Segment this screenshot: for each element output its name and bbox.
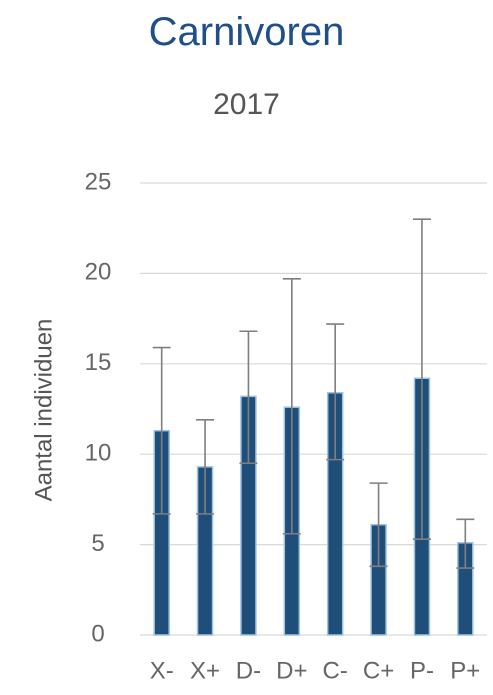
y-tick-label: 10 bbox=[85, 440, 112, 467]
x-axis-ticks: X- X+ D- D+ C- C+ P- P+ bbox=[150, 657, 481, 684]
gridlines bbox=[140, 182, 487, 636]
error-bar bbox=[282, 278, 301, 535]
error-bar bbox=[369, 482, 388, 568]
x-tick-label: P- bbox=[410, 657, 434, 684]
x-tick-label: P+ bbox=[450, 657, 480, 684]
y-axis-ticks: 0 5 10 15 20 25 bbox=[85, 168, 112, 647]
error-bar bbox=[456, 518, 475, 569]
x-tick-label: D- bbox=[236, 657, 261, 684]
x-tick-label: D+ bbox=[276, 657, 307, 684]
y-tick-label: 25 bbox=[85, 168, 112, 195]
y-tick-label: 15 bbox=[85, 349, 112, 376]
error-bar bbox=[196, 419, 215, 515]
x-tick-label: C+ bbox=[363, 657, 394, 684]
error-bars bbox=[152, 218, 475, 569]
error-bar bbox=[326, 323, 345, 461]
x-tick-label: X+ bbox=[190, 657, 220, 684]
error-bar bbox=[152, 346, 171, 515]
x-tick-label: C- bbox=[323, 657, 348, 684]
x-tick-label: X- bbox=[150, 657, 174, 684]
y-tick-label: 5 bbox=[91, 530, 104, 557]
chart-title: Carnivoren bbox=[148, 10, 345, 54]
y-axis-label: Aantal individuen bbox=[30, 319, 57, 502]
y-tick-label: 20 bbox=[85, 259, 112, 286]
error-bar bbox=[239, 330, 258, 465]
error-bar bbox=[412, 218, 431, 540]
chart-subtitle: 2017 bbox=[213, 88, 280, 121]
y-tick-label: 0 bbox=[91, 620, 104, 647]
bars bbox=[153, 377, 474, 636]
